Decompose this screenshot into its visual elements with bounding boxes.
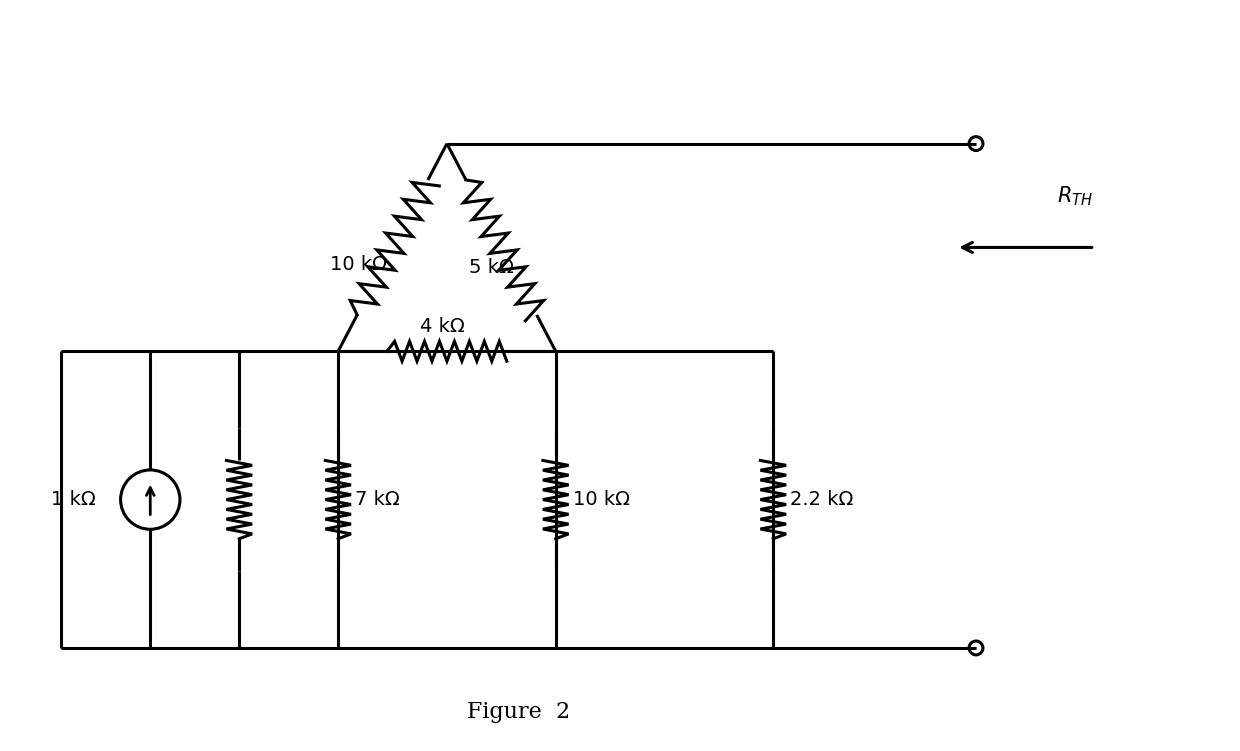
Text: Figure  2: Figure 2 — [467, 701, 570, 723]
Text: 10 kΩ: 10 kΩ — [330, 255, 387, 274]
Text: 1 kΩ: 1 kΩ — [51, 490, 95, 509]
Text: 2.2 kΩ: 2.2 kΩ — [790, 490, 853, 509]
Text: 4 kΩ: 4 kΩ — [419, 318, 464, 336]
Text: 7 kΩ: 7 kΩ — [355, 490, 399, 509]
Text: 5 kΩ: 5 kΩ — [469, 258, 513, 276]
Text: $R_{TH}$: $R_{TH}$ — [1056, 184, 1092, 208]
Text: 10 kΩ: 10 kΩ — [573, 490, 630, 509]
